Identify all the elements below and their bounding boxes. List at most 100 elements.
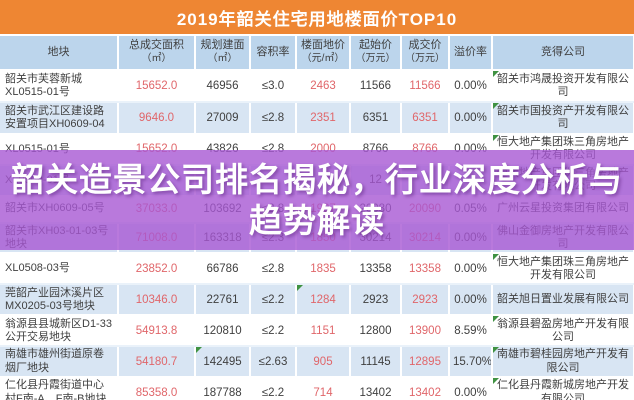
cell-value: 仁化县丹霞街道中心村F南-A、F南-B地块: [5, 379, 107, 400]
cell-plot: 仁化县丹霞街道中心村F南-A、F南-B地块: [0, 377, 119, 400]
column-header-label: 楼面地价: [301, 39, 345, 52]
cell-value: 23852.0: [135, 262, 178, 275]
cell-value: 54180.7: [135, 355, 178, 368]
cell-value: 120810: [203, 324, 242, 337]
cell-value: 15652.0: [135, 79, 178, 92]
table-row: 韶关市武江区建设路安置项目XH0609-04 9646.0 27009 ≤2.8 235…: [0, 102, 634, 135]
cell-plot: 翁源县县城新区D1-33公开交易地块: [0, 315, 119, 348]
cell-far: ≤2.8: [250, 102, 297, 135]
error-indicator-icon: [493, 103, 499, 109]
cell-deal: 12895: [401, 346, 450, 379]
cell-value: 12800: [359, 324, 392, 337]
cell-company: 韶关市鸿晟投资开发有限公司: [492, 70, 634, 103]
cell-built: 142495: [195, 346, 251, 379]
cell-value: 1835: [310, 262, 336, 275]
cell-value: 翁源县碧盈房地产开发有限公司: [497, 317, 629, 343]
column-header-label: 成交价: [408, 39, 442, 52]
cell-area: 10346.0: [118, 284, 196, 317]
cell-far: ≤2.63: [250, 346, 297, 379]
cell-value: 187788: [203, 386, 242, 399]
cell-deal: 6351: [401, 102, 450, 135]
cell-value: 韶关旭日置业发展有限公司: [497, 293, 629, 306]
table-row: XL0508-03号 23852.0 66786 ≤2.8 1835 13358 13358…: [0, 253, 634, 286]
cell-premium: 0.00%: [449, 253, 493, 286]
column-header-label: 起始价: [359, 39, 392, 52]
cell-built: 27009: [195, 102, 251, 135]
cell-floor: 1151: [296, 315, 351, 348]
cell-premium: 8.59%: [449, 315, 493, 348]
cell-value: 2463: [310, 79, 336, 92]
watermark-overlay: 韶关造景公司排名揭秘，行业深度分析与 趋势解读: [0, 150, 634, 250]
cell-deal: 11566: [401, 70, 450, 103]
cell-built: 66786: [195, 253, 251, 286]
cell-value: ≤2.63: [258, 355, 288, 368]
cell-area: 9646.0: [118, 102, 196, 135]
cell-value: 6351: [412, 111, 438, 124]
cell-value: ≤2.2: [261, 324, 285, 337]
cell-plot: XL0508-03号: [0, 253, 119, 286]
table-row: 翁源县县城新区D1-33公开交易地块 54913.8 120810 ≤2.2 1151 1…: [0, 315, 634, 348]
column-header-label: 地块: [47, 45, 70, 58]
cell-value: 11566: [359, 79, 392, 92]
error-indicator-icon: [493, 378, 499, 385]
error-indicator-icon: [493, 316, 499, 323]
column-header: 总成交面积 （㎡）: [118, 36, 196, 71]
cell-value: 1151: [310, 324, 336, 337]
cell-value: 15.70%: [453, 355, 492, 368]
cell-value: ≤2.2: [261, 293, 285, 306]
cell-value: 0.00%: [454, 293, 487, 306]
cell-value: 54913.8: [135, 324, 178, 337]
cell-floor: 2463: [296, 70, 351, 103]
column-header: 规划建面 （㎡）: [195, 36, 251, 71]
cell-value: 85358.0: [135, 386, 178, 399]
cell-value: 905: [313, 355, 333, 368]
cell-value: 翁源县县城新区D1-33公开交易地块: [5, 317, 112, 343]
cell-value: 46956: [206, 79, 239, 92]
cell-premium: 0.00%: [449, 284, 493, 317]
cell-far: ≤2.2: [250, 284, 297, 317]
cell-floor: 905: [296, 346, 351, 379]
cell-value: 6351: [362, 111, 389, 124]
cell-start: 6351: [350, 102, 402, 135]
column-header-label: 规划建面: [200, 39, 245, 52]
cell-area: 54180.7: [118, 346, 196, 379]
cell-value: 韶关市芙蓉新城XL0515-01号: [5, 72, 82, 98]
error-indicator-icon: [493, 347, 499, 354]
cell-company: 恒大地产集团珠三角房地产开发有限公司: [492, 253, 634, 286]
column-header-label: 溢价率: [454, 45, 487, 58]
column-header: 容积率: [250, 36, 297, 71]
cell-company: 韶关旭日置业发展有限公司: [492, 284, 634, 317]
cell-start: 2923: [350, 284, 402, 317]
cell-floor: 2351: [296, 102, 351, 135]
cell-value: XL0508-03号: [5, 262, 70, 275]
column-header-label: 容积率: [256, 45, 290, 58]
cell-value: 韶关市鸿晟投资开发有限公司: [497, 72, 629, 98]
table-row: 韶关市芙蓉新城XL0515-01号 15652.0 46956 ≤3.0 2463 115…: [0, 70, 634, 103]
cell-value: 11145: [360, 355, 391, 368]
cell-far: ≤2.2: [250, 315, 297, 348]
column-header: 竞得公司: [492, 36, 634, 71]
column-header: 溢价率: [449, 36, 493, 71]
cell-value: 10346.0: [135, 293, 178, 306]
cell-value: ≤3.0: [261, 79, 285, 92]
cell-far: ≤2.2: [250, 377, 297, 400]
error-indicator-icon: [493, 135, 499, 141]
column-header-unit: （㎡）: [141, 53, 172, 65]
cell-built: 187788: [195, 377, 251, 400]
cell-value: ≤2.8: [261, 111, 285, 124]
cell-value: 66786: [206, 262, 239, 275]
cell-built: 120810: [195, 315, 251, 348]
cell-value: 南雄市碧桂园房地产开发有限公司: [497, 348, 629, 374]
cell-start: 11145: [350, 346, 402, 379]
column-header: 起始价 （万元）: [350, 36, 402, 71]
overlay-headline-line2: 趋势解读: [249, 202, 385, 239]
cell-value: 2351: [310, 111, 336, 124]
cell-built: 22761: [195, 284, 251, 317]
cell-value: 韶关市国投资产开发有限公司: [497, 104, 629, 130]
cell-value: 莞韶产业园沐溪片区MX0205-03号地块: [5, 286, 104, 312]
cell-deal: 13900: [401, 315, 450, 348]
cell-floor: 1284: [296, 284, 351, 317]
column-header-unit: （万元）: [355, 53, 396, 65]
cell-far: ≤2.8: [250, 253, 297, 286]
column-header-label: 总成交面积: [129, 39, 184, 52]
